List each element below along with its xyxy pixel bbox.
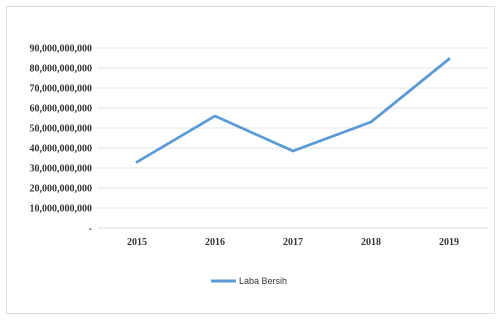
y-tick-label: 20,000,000,000	[30, 184, 93, 195]
gridlines	[98, 47, 488, 209]
legend: Laba Bersih	[211, 276, 287, 286]
x-tick-label-2015: 2015	[127, 237, 147, 248]
series-group	[135, 57, 451, 164]
chart-container	[6, 6, 495, 314]
y-tick-label: 70,000,000,000	[30, 84, 93, 95]
y-tick-label: 50,000,000,000	[30, 124, 93, 135]
x-tick-label-2017: 2017	[283, 237, 303, 248]
data-point-2017	[291, 149, 295, 153]
y-tick-label: 40,000,000,000	[30, 144, 93, 155]
y-tick-label: -	[89, 224, 92, 235]
series-line-laba-bersih	[135, 57, 451, 164]
data-point-2019	[447, 57, 451, 61]
y-tick-label: 60,000,000,000	[30, 104, 93, 115]
y-tick-label: 10,000,000,000	[30, 204, 93, 215]
x-tick-label-2019: 2019	[439, 237, 459, 248]
y-tick-label: 80,000,000,000	[30, 64, 93, 75]
y-tick-label: 30,000,000,000	[30, 164, 93, 175]
y-tick-label: 90,000,000,000	[30, 44, 93, 55]
data-point-2015	[135, 160, 139, 164]
x-axis-tick-labels: 2015 2016 2017 2018 2019	[127, 237, 459, 248]
data-point-2016	[213, 114, 217, 118]
y-axis-tick-labels: - 10,000,000,000 20,000,000,000 30,000,000,…	[30, 44, 93, 235]
x-tick-label-2016: 2016	[205, 237, 225, 248]
data-point-2018	[369, 120, 373, 124]
x-tick-label-2018: 2018	[361, 237, 381, 248]
legend-label-laba-bersih: Laba Bersih	[239, 276, 287, 286]
